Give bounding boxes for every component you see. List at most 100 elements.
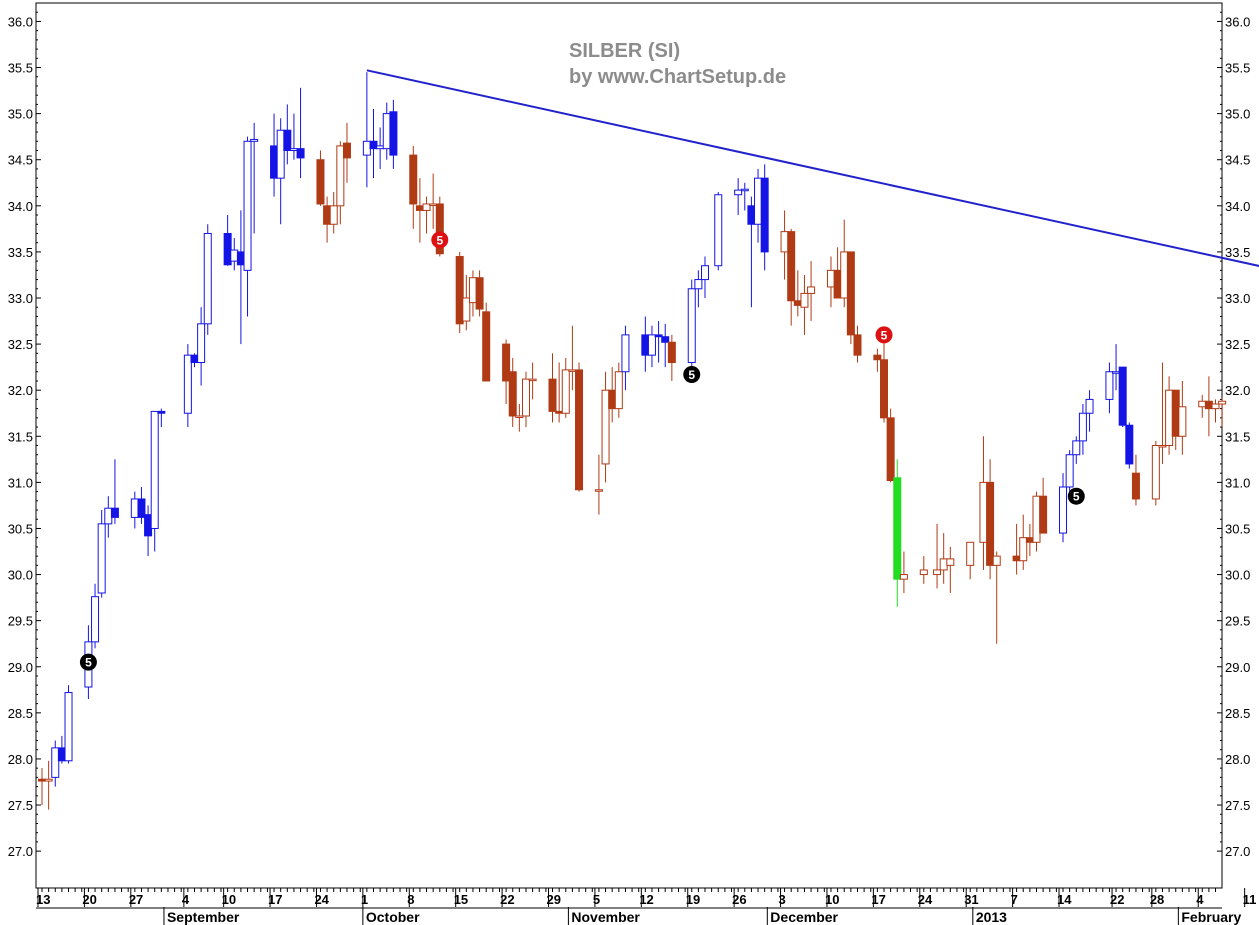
candle-body — [97, 523, 106, 594]
y-tick-label-left: 34.5 — [8, 153, 33, 168]
candle-body — [44, 778, 53, 782]
candle-body — [409, 154, 418, 205]
x-day-label: 7 — [1011, 892, 1018, 907]
candle-body — [144, 514, 153, 537]
candle-body — [515, 415, 524, 418]
candle-body — [521, 378, 530, 417]
candle-body — [1198, 400, 1207, 408]
candle-body — [568, 369, 577, 372]
x-month-label: September — [167, 909, 240, 925]
x-day-label: 1 — [361, 892, 368, 907]
candles-layer — [38, 72, 1227, 810]
candle-body — [780, 231, 789, 253]
y-tick-label-right: 27.5 — [1225, 798, 1250, 813]
candle-body — [555, 410, 564, 414]
candle-body — [382, 113, 391, 150]
candle-body — [369, 140, 378, 150]
candle-body — [754, 177, 763, 225]
candle-body — [270, 145, 279, 179]
candle-body — [992, 555, 1001, 566]
x-day-label: 10 — [825, 892, 839, 907]
y-tick-label-right: 31.0 — [1225, 475, 1250, 490]
candle-body — [190, 354, 199, 364]
x-day-label: 11 — [1243, 892, 1257, 907]
candle-body — [91, 596, 100, 643]
signal-marker — [1067, 487, 1085, 505]
candle-body — [621, 334, 630, 373]
candle-body — [57, 747, 66, 762]
candle-body — [362, 140, 371, 156]
x-day-label: 22 — [500, 892, 514, 907]
candle-body — [873, 354, 882, 361]
chart-title: SILBER (SI) — [569, 40, 681, 62]
x-day-label: 12 — [639, 892, 653, 907]
candle-body — [1059, 486, 1068, 534]
candle-body — [1204, 400, 1213, 410]
candle-body — [137, 498, 146, 518]
y-tick-label-right: 35.0 — [1225, 107, 1250, 122]
y-tick-label-left: 29.5 — [8, 614, 33, 629]
candle-body — [435, 203, 444, 255]
candle-body — [38, 778, 46, 782]
candle-body — [1025, 537, 1034, 543]
candle-body — [276, 129, 285, 179]
x-month-label: October — [366, 909, 420, 925]
candle-body — [289, 148, 298, 151]
x-day-label: 17 — [871, 892, 885, 907]
candle-body — [183, 354, 192, 414]
y-tick-label-right: 32.5 — [1225, 337, 1250, 352]
x-day-label: 26 — [732, 892, 746, 907]
candle-body — [250, 138, 259, 142]
x-day-label: 17 — [268, 892, 282, 907]
candle-body — [150, 410, 159, 529]
candle-body — [687, 288, 696, 364]
x-day-label: 20 — [82, 892, 96, 907]
candle-body — [329, 205, 338, 225]
candle-body — [283, 129, 292, 151]
y-tick-label-left: 31.0 — [8, 475, 33, 490]
x-day-label: 28 — [1150, 892, 1164, 907]
y-tick-label-left: 33.5 — [8, 245, 33, 260]
candle-body — [1118, 366, 1127, 426]
x-day-label: 4 — [182, 892, 190, 907]
x-day-label: 4 — [1196, 892, 1204, 907]
candle-body — [1165, 389, 1174, 446]
candle-body — [323, 205, 332, 225]
y-tick-label-right: 29.5 — [1225, 614, 1250, 629]
candle-body — [608, 389, 617, 410]
y-tick-label-right: 34.5 — [1225, 153, 1250, 168]
y-tick-label-right: 29.0 — [1225, 660, 1250, 675]
x-day-label: 24 — [314, 892, 329, 907]
candle-body — [468, 277, 477, 304]
candle-body — [647, 334, 656, 356]
candle-body — [389, 111, 398, 156]
x-month-label: 2013 — [976, 909, 1007, 925]
candle-body — [336, 145, 345, 207]
y-tick-label-right: 28.5 — [1225, 706, 1250, 721]
candle-body — [840, 251, 849, 299]
candle-body — [734, 189, 743, 196]
candle-body — [1178, 406, 1187, 437]
candle-body — [110, 507, 119, 518]
candle-body — [846, 251, 855, 336]
candle-body — [760, 177, 769, 253]
candle-body — [1125, 424, 1134, 465]
candle-body — [342, 142, 351, 159]
candle-body — [1072, 440, 1081, 456]
candle-body — [230, 249, 239, 262]
y-tick-label-right: 31.5 — [1225, 429, 1250, 444]
candle-body — [1158, 445, 1167, 448]
x-axis: 13 20 27 4 10 17 24 1 8 15 22 29 5 12 19 26 3 10 17 24 31 7 14… — [36, 888, 1257, 925]
signal-marker — [431, 231, 449, 249]
candle-body — [747, 205, 756, 225]
y-tick-label-right: 33.5 — [1225, 245, 1250, 260]
plot-frame — [35, 2, 1223, 889]
candle-body — [1012, 555, 1021, 562]
trendline-layer — [366, 69, 1259, 267]
chart-subtitle: by www.ChartSetup.de — [569, 66, 787, 88]
candle-body — [422, 203, 431, 211]
y-tick-label-right: 35.5 — [1225, 61, 1250, 76]
candle-body — [197, 323, 206, 364]
y-tick-label-right: 33.0 — [1225, 291, 1250, 306]
signal-marker-label: 5 — [688, 368, 695, 382]
